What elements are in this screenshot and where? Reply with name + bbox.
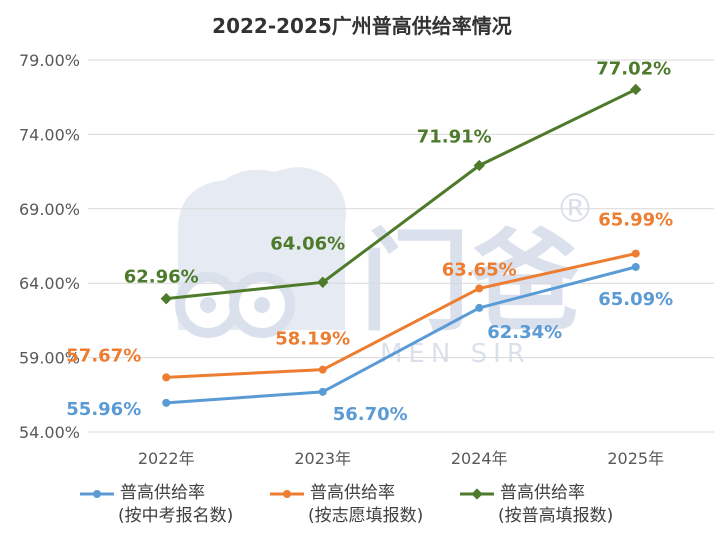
- data-point: [162, 373, 171, 382]
- data-labels: 55.96% 56.70% 62.34% 65.09% 57.67% 58.19% 63.6…: [66, 58, 673, 424]
- data-point: [475, 284, 484, 293]
- data-point: [318, 387, 327, 396]
- data-label: 56.70%: [333, 404, 408, 425]
- legend-swatch: [460, 487, 494, 500]
- data-point: [160, 293, 172, 305]
- legend-item: 普高供给率 (按中考报名数): [78, 482, 233, 528]
- y-tick-label: 54.00%: [19, 423, 80, 442]
- legend-label-sub: (按中考报名数): [118, 506, 234, 526]
- legend-swatch: [270, 489, 304, 498]
- legend-label: 普高供给率: [120, 483, 205, 503]
- y-tick-label: 69.00%: [19, 200, 80, 219]
- data-label: 71.91%: [417, 126, 492, 147]
- legend-swatch: [80, 489, 114, 498]
- data-point: [631, 249, 640, 258]
- watermark-subtext: MEN SIR: [380, 339, 531, 369]
- x-tick-label: 2022年: [138, 449, 195, 468]
- grid: [88, 59, 714, 433]
- watermark-text: 门爸: [360, 218, 580, 346]
- data-point: [473, 159, 485, 172]
- data-label: 58.19%: [275, 329, 350, 350]
- data-label: 65.99%: [598, 210, 673, 231]
- legend-label-sub: (按普高填报数): [498, 506, 614, 526]
- data-label: 77.02%: [596, 58, 671, 79]
- axes: 54.00% 59.00% 64.00% 69.00% 74.00% 79.00% 2022…: [19, 51, 664, 468]
- legend-label: 普高供给率: [310, 483, 395, 503]
- y-tick-label: 79.00%: [19, 51, 80, 70]
- y-tick-label: 59.00%: [19, 349, 80, 368]
- data-label: 62.96%: [124, 267, 199, 288]
- series-line: [166, 88, 637, 301]
- data-label: 64.06%: [270, 233, 345, 254]
- series: [160, 83, 642, 407]
- x-tick-label: 2025年: [607, 449, 664, 468]
- legend-item: 普高供给率 (按普高填报数): [458, 482, 613, 528]
- data-label: 62.34%: [487, 322, 562, 343]
- data-label: 57.67%: [66, 345, 141, 366]
- y-tick-label: 64.00%: [19, 274, 80, 293]
- y-tick-label: 74.00%: [19, 125, 80, 144]
- series-line: [166, 252, 637, 379]
- x-tick-label: 2024年: [451, 449, 508, 468]
- data-label: 65.09%: [598, 289, 673, 310]
- x-tick-label: 2023年: [294, 449, 351, 468]
- legend-label-sub: (按志愿填报数): [308, 506, 424, 526]
- series-line: [166, 265, 637, 405]
- legend-label: 普高供给率: [500, 483, 585, 503]
- chart-title: 2022-2025广州普高供给率情况: [212, 14, 512, 38]
- data-point: [162, 398, 171, 407]
- data-point: [475, 303, 484, 312]
- data-point: [318, 365, 327, 374]
- legend-item: 普高供给率 (按志愿填报数): [268, 482, 423, 528]
- data-point: [630, 83, 642, 96]
- data-label: 55.96%: [66, 399, 141, 420]
- data-label: 63.65%: [442, 259, 517, 280]
- data-point: [631, 262, 640, 271]
- data-point: [317, 276, 329, 288]
